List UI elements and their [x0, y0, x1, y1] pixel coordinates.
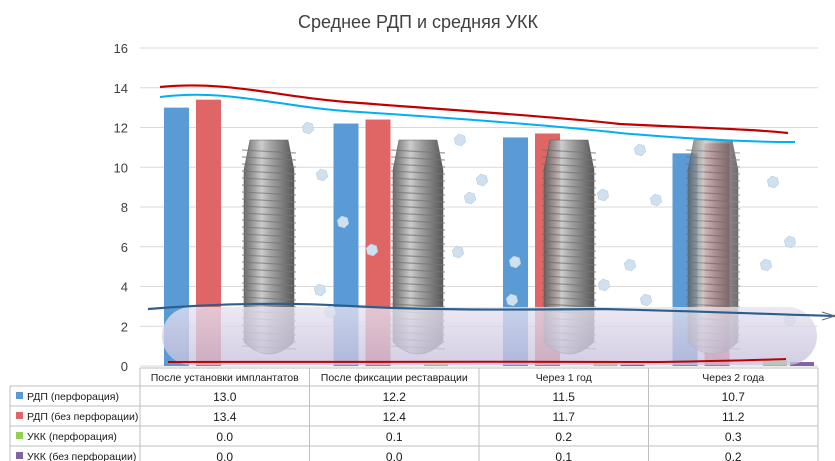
chart-title: Среднее РДП и средняя УКК: [298, 12, 539, 32]
table-cell: 0.0: [216, 430, 233, 444]
table-cell: 0.0: [216, 450, 233, 461]
bone-granule: [451, 245, 465, 259]
table-header-cell: Через 2 года: [702, 372, 764, 384]
y-tick-label: 2: [121, 319, 128, 334]
table-cell: 13.0: [213, 390, 237, 404]
implant-graphic-3: [541, 139, 597, 355]
bone-granule: [639, 293, 653, 307]
table-cell: 12.4: [383, 410, 407, 424]
table-header-cell: Через 1 год: [536, 372, 592, 384]
legend-label: РДП (перфорация): [27, 391, 119, 403]
table-cell: 0.3: [725, 430, 742, 444]
bone-granule: [475, 173, 489, 187]
table-cell: 12.2: [383, 390, 407, 404]
legend-swatch: [16, 412, 23, 419]
legend-swatch: [16, 452, 23, 459]
bone-granule: [463, 191, 477, 205]
y-tick-label: 0: [121, 359, 128, 374]
y-axis: 0 2 4 6 8 10 12 14 16: [114, 41, 128, 374]
chevron-right-icon: [821, 311, 835, 321]
bone-granule: [313, 283, 327, 297]
y-tick-label: 8: [121, 200, 128, 215]
table-cell: 0.1: [386, 430, 403, 444]
y-tick-label: 16: [114, 41, 128, 56]
legend-swatch: [16, 392, 23, 399]
y-tick-label: 4: [121, 280, 128, 295]
ukk-trend-red: [167, 358, 787, 364]
legend-swatch: [16, 432, 23, 439]
legend-label: РДП (без перфорации): [27, 411, 138, 423]
bone-granule: [649, 193, 663, 207]
bone-granule: [759, 258, 773, 272]
bone-granule: [508, 255, 522, 269]
table-cell: 11.5: [553, 390, 576, 404]
trend-lines: [147, 84, 835, 364]
bone-granule: [505, 293, 519, 307]
bone-trend-blue: [147, 302, 835, 318]
bone-granule: [766, 175, 780, 189]
bone-granule: [633, 143, 647, 157]
table-cell: 0.2: [725, 450, 742, 461]
legend-label: УКК (перфорация): [27, 431, 117, 443]
bone-granule: [623, 258, 637, 272]
bone-band: [162, 307, 817, 365]
bone-granule: [596, 188, 610, 202]
table-cell: 0.0: [386, 450, 403, 461]
bone-granule: [301, 121, 315, 135]
implant-graphic-4: [685, 139, 741, 355]
bone-granule: [336, 215, 350, 229]
rdp-trend-cyan: [159, 93, 796, 143]
table-cell: 10.7: [722, 390, 746, 404]
rdp-trend-red: [159, 84, 789, 135]
bar-4-4: [790, 362, 814, 366]
legend-label: УКК (без перфорации): [27, 451, 136, 461]
y-tick-label: 10: [114, 160, 128, 175]
table-header-cell: После фиксации реставрации: [321, 372, 468, 384]
bone-granule: [597, 278, 611, 292]
bone-granule: [365, 243, 379, 257]
table-cell: 0.2: [555, 430, 572, 444]
table-cell: 13.4: [213, 410, 237, 424]
y-tick-label: 12: [114, 121, 128, 136]
table-cell: 0.1: [555, 450, 572, 461]
bone-granule: [315, 168, 329, 182]
bar-4-3: [620, 364, 645, 366]
data-table: После установки имплантатов После фиксаци…: [9, 367, 819, 461]
bone-granule: [783, 235, 797, 249]
y-tick-label: 6: [121, 240, 128, 255]
implant-illustration: [162, 121, 817, 365]
table-cell: 11.2: [722, 410, 745, 424]
implant-graphic-1: [241, 139, 297, 355]
bone-granule: [453, 133, 467, 147]
table-cell: 11.7: [553, 410, 576, 424]
y-tick-label: 14: [114, 81, 128, 96]
table-header-cell: После установки имплантатов: [151, 372, 299, 384]
bar-3-2: [424, 364, 448, 366]
